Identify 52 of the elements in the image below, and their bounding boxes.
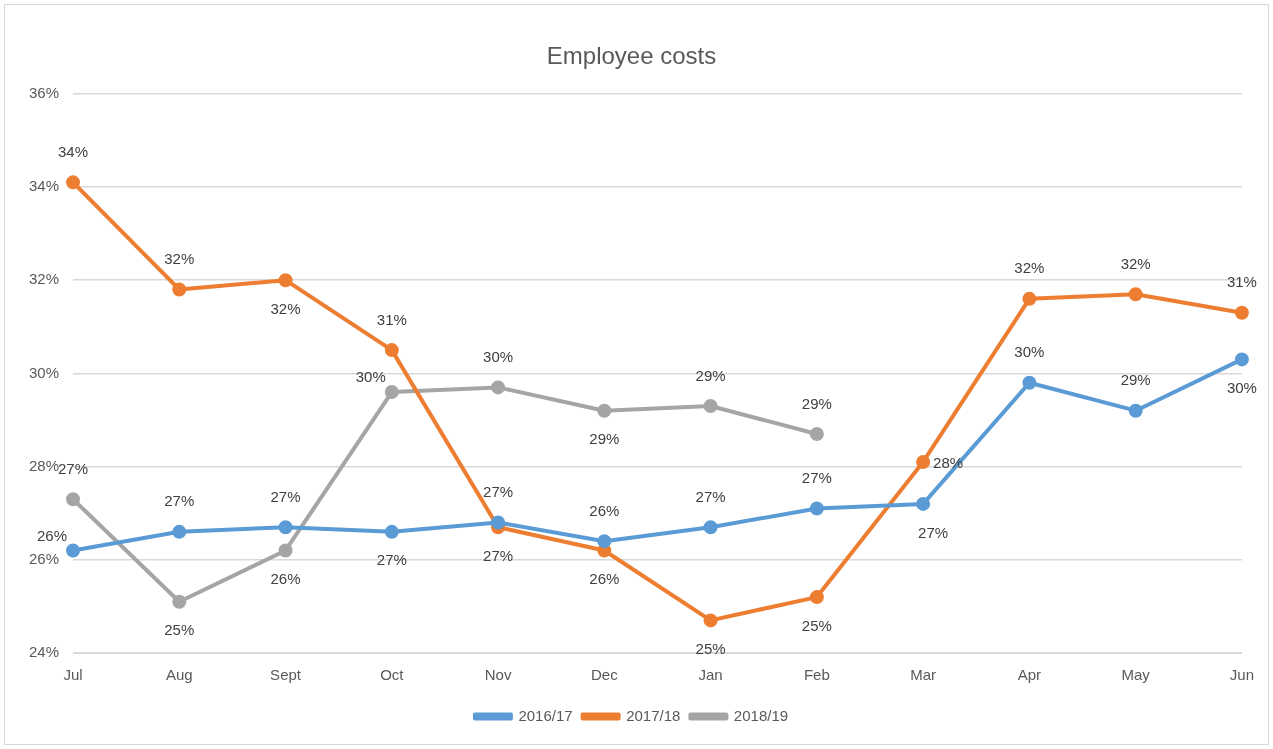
x-tick-label: Nov [484,666,512,684]
x-tick-label: Jul [63,666,83,684]
data-label: 30% [1226,379,1257,397]
legend-label: 2016/17 [518,706,573,724]
x-tick-label: May [1121,666,1151,684]
y-tick-label: 24% [28,643,60,661]
data-label: 34% [58,142,89,160]
data-label: 27% [801,469,832,487]
data-label: 27% [376,551,407,569]
data-label: 27% [695,487,726,505]
data-label: 32% [164,250,195,268]
data-label: 27% [58,459,89,477]
data-label: 26% [589,570,620,588]
data-label: 27% [164,492,195,510]
data-label: 32% [270,299,301,317]
chart-title: Employee costs [546,42,717,70]
x-tick-label: Jun [1229,666,1254,684]
x-tick-label: Aug [165,666,193,684]
data-label: 30% [1014,343,1045,361]
data-label: 31% [376,310,407,328]
data-label: 27% [270,487,301,505]
data-label: 30% [355,368,386,386]
x-tick-label: Mar [910,666,937,684]
data-label: 32% [1120,254,1151,272]
data-label: 27% [483,546,514,564]
data-label: 29% [695,366,726,384]
y-tick-label: 36% [28,83,60,101]
data-label: 29% [589,430,620,448]
data-label: 30% [483,348,514,366]
data-label: 25% [164,621,195,639]
y-tick-label: 26% [28,549,60,567]
y-tick-label: 30% [28,363,60,381]
y-tick-label: 34% [28,177,60,195]
x-tick-label: Sept [270,666,302,684]
data-label: 32% [1014,259,1045,277]
x-tick-label: Jan [698,666,723,684]
data-label: 26% [270,570,301,588]
data-label: 29% [1120,371,1151,389]
y-tick-label: 32% [28,270,60,288]
data-label: 27% [483,483,514,501]
legend-label: 2018/19 [733,706,789,724]
data-label: 26% [589,501,620,519]
x-tick-label: Apr [1017,666,1042,684]
x-tick-label: Feb [803,666,830,684]
data-label: 29% [801,394,832,412]
x-tick-label: Dec [590,666,619,684]
data-label: 27% [918,523,949,541]
x-tick-label: Oct [380,666,405,684]
data-label: 31% [1226,273,1257,291]
data-label: 25% [801,616,832,634]
data-label: 25% [695,640,726,658]
legend-label: 2017/18 [626,706,681,724]
